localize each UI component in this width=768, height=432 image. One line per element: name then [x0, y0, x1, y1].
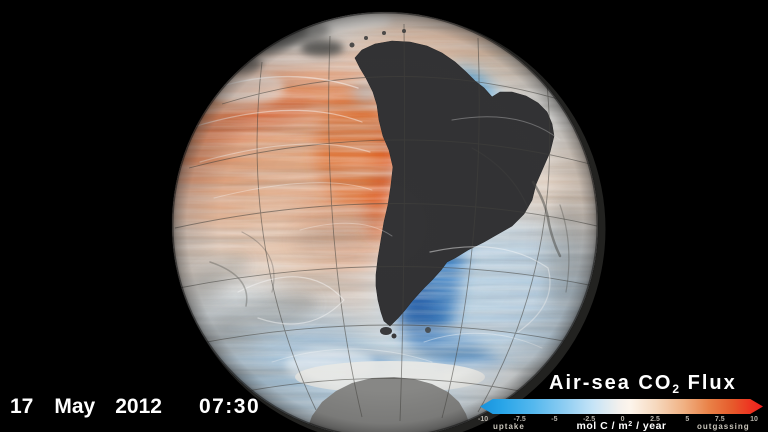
tick-label: -2.5 — [583, 416, 596, 423]
legend-title-text: Air-sea CO — [549, 372, 673, 394]
tick-label: 10 — [750, 416, 758, 423]
date-day: 17 — [10, 395, 34, 418]
legend-title-suffix: Flux — [680, 372, 737, 394]
tick-label: -5 — [551, 416, 558, 423]
tick-label: 2.5 — [650, 416, 660, 423]
date-month: May — [54, 395, 96, 418]
uptake-label: uptake — [493, 422, 525, 431]
tick-label: -7.5 — [513, 416, 526, 423]
outgassing-label: outgassing — [697, 422, 750, 431]
clock-time: 07:30 — [198, 395, 261, 418]
legend-title-subscript: 2 — [672, 382, 681, 396]
unit-suffix: / year — [632, 420, 667, 432]
unit-superscript: 2 — [628, 421, 633, 428]
date-year: 2012 — [115, 395, 162, 418]
legend-title: Air-sea CO2 Flux — [549, 372, 737, 396]
timestamp: 17 May 2012 07:30 — [10, 395, 260, 419]
colorbar-tick-labels: -10 -7.5 -5 -2.5 0 2.5 5 7.5 10 — [478, 416, 758, 423]
flux-colorbar — [480, 399, 763, 414]
limb-vignette — [172, 12, 598, 432]
tick-label: -10 — [478, 416, 489, 423]
tick-label: 0 — [620, 416, 625, 423]
unit-label: mol C / m2 / year — [480, 420, 763, 432]
limb-ring — [171, 11, 599, 432]
tick-label: 7.5 — [714, 416, 725, 423]
unit-text: mol C / m — [576, 420, 629, 432]
tick-label: 5 — [685, 416, 690, 423]
